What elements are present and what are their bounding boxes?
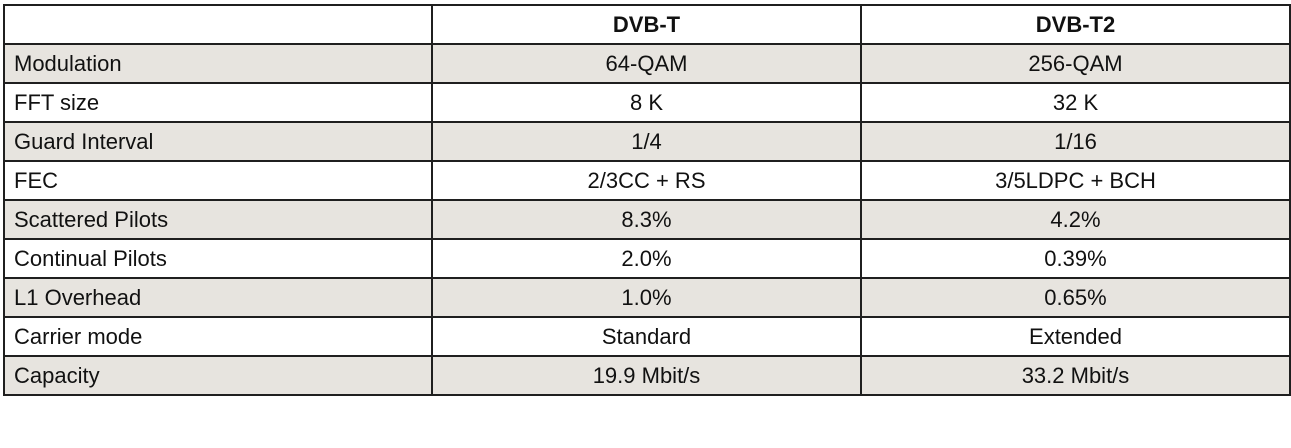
dvbt-value: 64-QAM: [431, 43, 862, 84]
dvbt-value: 8.3%: [431, 199, 862, 240]
dvbt-value: 8 K: [431, 82, 862, 123]
table-row: Guard Interval 1/4 1/16: [3, 121, 1291, 162]
table-row: Capacity 19.9 Mbit/s 33.2 Mbit/s: [3, 355, 1291, 396]
header-cell-dvbt2: DVB-T2: [860, 4, 1291, 45]
table-row: Carrier mode Standard Extended: [3, 316, 1291, 357]
dvbt-value: 1.0%: [431, 277, 862, 318]
comparison-table-container: DVB-T DVB-T2 Modulation 64-QAM 256-QAM F…: [3, 4, 1291, 396]
dvbt2-value: 4.2%: [860, 199, 1291, 240]
dvbt2-value: 256-QAM: [860, 43, 1291, 84]
dvbt2-value: 3/5LDPC + BCH: [860, 160, 1291, 201]
table-row: Scattered Pilots 8.3% 4.2%: [3, 199, 1291, 240]
dvbt2-value: 1/16: [860, 121, 1291, 162]
dvbt-value: 19.9 Mbit/s: [431, 355, 862, 396]
dvbt-value: 2.0%: [431, 238, 862, 279]
table-row: L1 Overhead 1.0% 0.65%: [3, 277, 1291, 318]
table-row: Continual Pilots 2.0% 0.39%: [3, 238, 1291, 279]
row-label: Capacity: [3, 355, 433, 396]
table-row: FFT size 8 K 32 K: [3, 82, 1291, 123]
dvbt-value: 2/3CC + RS: [431, 160, 862, 201]
row-label: Guard Interval: [3, 121, 433, 162]
dvbt2-value: Extended: [860, 316, 1291, 357]
table-row: FEC 2/3CC + RS 3/5LDPC + BCH: [3, 160, 1291, 201]
dvbt2-value: 32 K: [860, 82, 1291, 123]
dvbt2-value: 0.65%: [860, 277, 1291, 318]
row-label: Modulation: [3, 43, 433, 84]
row-label: FFT size: [3, 82, 433, 123]
row-label: L1 Overhead: [3, 277, 433, 318]
table-row: Modulation 64-QAM 256-QAM: [3, 43, 1291, 84]
header-cell-empty: [3, 4, 433, 45]
header-row: DVB-T DVB-T2: [3, 4, 1291, 45]
row-label: Continual Pilots: [3, 238, 433, 279]
dvbt2-value: 0.39%: [860, 238, 1291, 279]
dvbt-value: 1/4: [431, 121, 862, 162]
header-cell-dvbt: DVB-T: [431, 4, 862, 45]
dvb-comparison-table: DVB-T DVB-T2 Modulation 64-QAM 256-QAM F…: [3, 4, 1291, 396]
dvbt-value: Standard: [431, 316, 862, 357]
row-label: Scattered Pilots: [3, 199, 433, 240]
row-label: Carrier mode: [3, 316, 433, 357]
row-label: FEC: [3, 160, 433, 201]
dvbt2-value: 33.2 Mbit/s: [860, 355, 1291, 396]
